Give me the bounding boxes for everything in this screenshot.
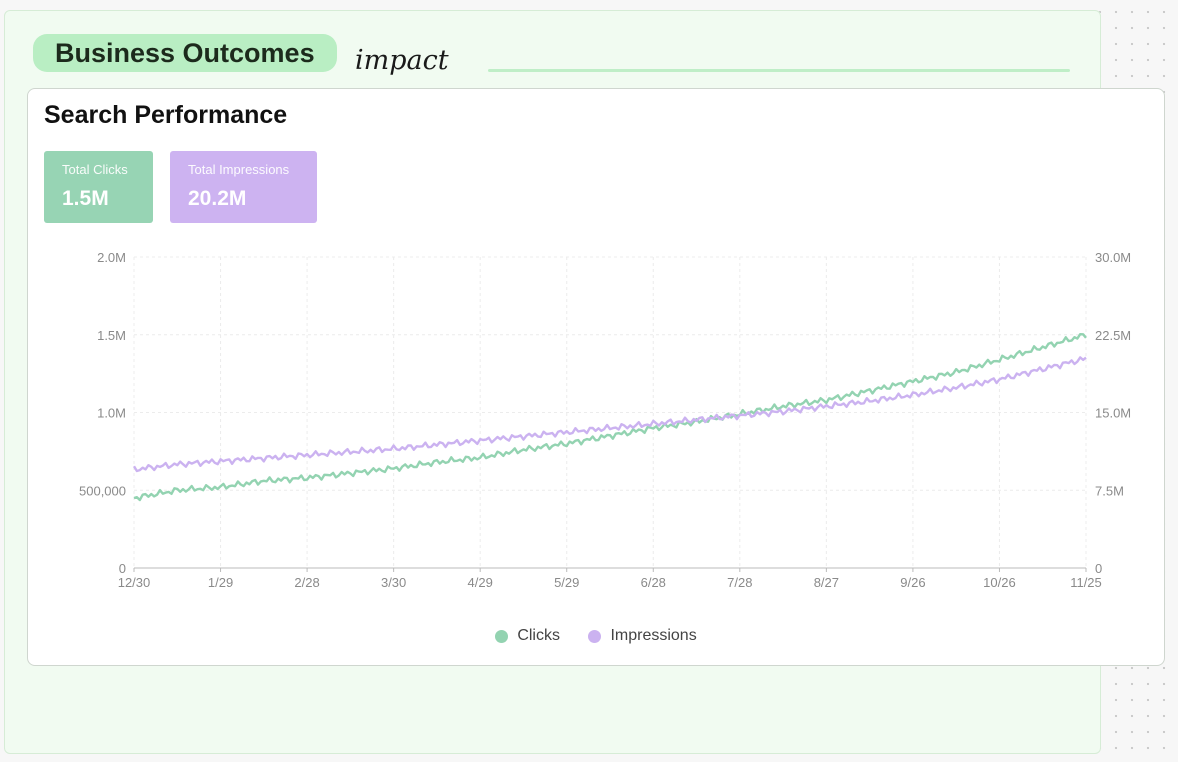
- x-tick-label: 12/30: [118, 575, 151, 590]
- section-tag: impact: [355, 45, 449, 76]
- total-clicks-value: 1.5M: [62, 187, 109, 210]
- x-tick-label: 7/28: [727, 575, 752, 590]
- x-tick-label: 6/28: [641, 575, 666, 590]
- x-tick-label: 11/25: [1070, 575, 1102, 590]
- y-right-tick-label: 0: [1095, 561, 1102, 576]
- clicks-legend-dot: [495, 629, 509, 643]
- x-tick-label: 4/29: [468, 575, 493, 590]
- series-line-impressions: [132, 356, 1087, 473]
- y-right-tick-label: 22.5M: [1095, 328, 1131, 343]
- total-impressions-label: Total Impressions: [188, 162, 290, 177]
- search-performance-card: Search Performance Total Clicks 1.5M Tot…: [27, 88, 1165, 666]
- legend-label-clicks: Clicks: [517, 627, 560, 644]
- total-clicks-stat: Total Clicks 1.5M: [44, 151, 153, 223]
- x-tick-label: 9/26: [900, 575, 925, 590]
- y-right-tick-label: 7.5M: [1095, 483, 1124, 498]
- card-title: Search Performance: [44, 101, 288, 129]
- y-left-tick-label: 500,000: [79, 483, 126, 498]
- y-right-tick-label: 15.0M: [1095, 406, 1131, 421]
- total-clicks-label: Total Clicks: [62, 162, 128, 177]
- legend-item-impressions[interactable]: Impressions: [588, 627, 697, 645]
- y-left-tick-label: 1.5M: [97, 328, 126, 343]
- x-tick-label: 1/29: [208, 575, 233, 590]
- x-tick-label: 5/29: [554, 575, 579, 590]
- total-impressions-stat: Total Impressions 20.2M: [170, 151, 317, 223]
- legend-label-impressions: Impressions: [610, 627, 697, 644]
- chart-legend: Clicks Impressions: [28, 627, 1164, 648]
- search-performance-chart: 0 500,000 1.0M 1.5M 2.0M 0 7.5M 15.0M 22.5M 30.0M…: [79, 250, 1131, 590]
- x-tick-label: 3/30: [381, 575, 406, 590]
- section-divider: [488, 69, 1070, 72]
- impressions-legend-dot: [588, 629, 602, 643]
- y-left-tick-label: 0: [119, 561, 126, 576]
- total-impressions-value: 20.2M: [188, 187, 247, 210]
- x-tick-label: 8/27: [814, 575, 839, 590]
- y-right-tick-label: 30.0M: [1095, 250, 1131, 265]
- x-tick-label: 10/26: [983, 575, 1016, 590]
- y-left-tick-label: 2.0M: [97, 250, 126, 265]
- y-left-tick-label: 1.0M: [97, 406, 126, 421]
- legend-item-clicks[interactable]: Clicks: [495, 627, 560, 645]
- section-title: Business Outcomes: [33, 34, 337, 72]
- series-line-clicks: [133, 333, 1087, 502]
- x-tick-label: 2/28: [294, 575, 319, 590]
